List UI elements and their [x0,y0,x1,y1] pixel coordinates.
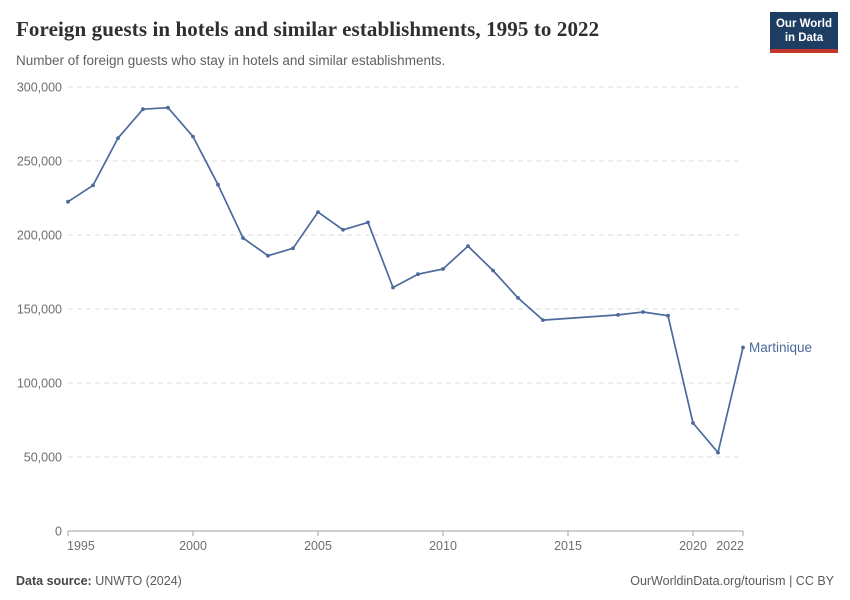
data-point[interactable] [716,450,720,455]
x-tick-label: 2015 [554,539,582,553]
data-point[interactable] [241,236,245,240]
x-tick-label: 2010 [429,539,457,553]
y-tick-label: 200,000 [17,229,62,243]
y-tick-label: 150,000 [17,303,62,317]
data-point[interactable] [441,267,445,271]
x-tick-label: 2020 [679,539,707,553]
data-source-value: UNWTO (2024) [95,574,182,588]
data-point[interactable] [491,268,495,273]
data-source: Data source: UNWTO (2024) [16,574,182,588]
data-point[interactable] [316,210,320,215]
page-title: Foreign guests in hotels and similar est… [16,17,600,41]
data-point[interactable] [141,107,145,112]
owid-logo-line2: in Data [784,32,824,44]
data-point[interactable] [291,246,295,251]
data-point[interactable] [741,345,745,350]
owid-logo: Our World in Data [769,12,838,53]
owid-citation-link[interactable]: OurWorldinData.org/tourism | CC BY [630,574,834,588]
data-point[interactable] [166,105,170,110]
data-point[interactable] [216,182,220,187]
data-point[interactable] [541,318,545,322]
x-tick-label: 2005 [304,539,332,553]
data-line[interactable] [67,106,744,454]
x-tick-label: 1995 [67,539,95,553]
data-point[interactable] [341,227,345,232]
data-source-label: Data source: [16,574,92,588]
data-point[interactable] [416,272,420,277]
y-tick-label: 250,000 [17,155,62,169]
data-point[interactable] [116,136,120,141]
data-point[interactable] [666,313,670,318]
y-tick-label: 0 [55,525,62,539]
x-tick-label: 2000 [179,539,207,553]
chart-header: Foreign guests in hotels and similar est… [0,0,850,69]
chart-footer: Data source: UNWTO (2024) OurWorldinData… [16,574,834,588]
data-point[interactable] [641,310,645,314]
owid-logo-line1: Our World [775,18,832,30]
data-point[interactable] [266,253,270,258]
y-tick-label: 100,000 [17,377,62,391]
data-point[interactable] [66,199,70,204]
data-point[interactable] [91,183,95,188]
data-point[interactable] [616,313,620,317]
data-point[interactable] [391,285,395,290]
entity-label[interactable]: Martinique [749,340,812,355]
data-point[interactable] [691,421,695,425]
y-tick-label: 300,000 [17,81,62,95]
x-tick-label: 2022 [716,539,744,553]
y-tick-label: 50,000 [24,451,62,465]
data-point[interactable] [366,220,370,225]
data-point[interactable] [466,244,470,249]
data-point[interactable] [516,296,520,300]
data-point[interactable] [191,134,195,139]
page-subtitle: Number of foreign guests who stay in hot… [16,53,446,68]
